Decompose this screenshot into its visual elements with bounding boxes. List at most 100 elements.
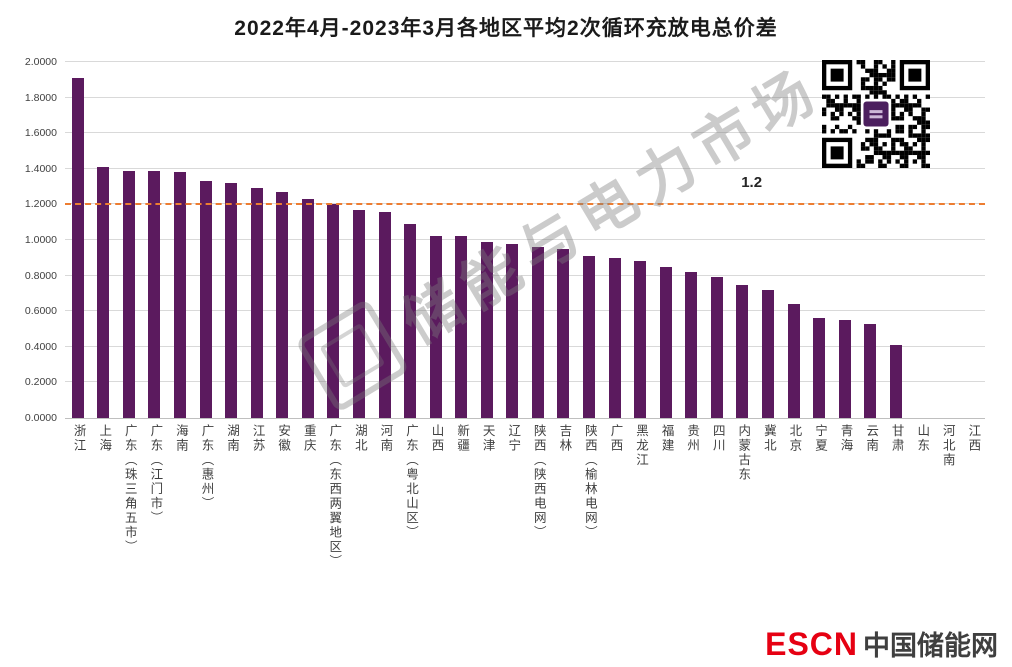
- bar-冀北: [761, 289, 774, 418]
- x-tick-label: 广东（江门市）: [148, 424, 163, 526]
- y-tick-label: 1.6000: [24, 127, 57, 140]
- gridline: [65, 61, 985, 62]
- bar-slot: [142, 62, 168, 418]
- x-tick-slot: 江苏: [244, 424, 270, 453]
- bar-四川: [710, 277, 723, 418]
- site-logo-brand: ESCN: [765, 626, 858, 662]
- x-tick-label: 江西: [966, 424, 981, 453]
- x-tick-slot: 内蒙古东: [730, 424, 756, 482]
- x-tick-slot: 广西: [602, 424, 628, 453]
- y-tick-label: 2.0000: [24, 56, 57, 68]
- x-tick-slot: 陕西（榆林电网）: [576, 424, 602, 540]
- x-tick-label: 广东（惠州）: [199, 424, 214, 511]
- x-tick-slot: 福建: [653, 424, 679, 453]
- bar-贵州: [685, 272, 698, 418]
- bar-slot: [960, 62, 986, 418]
- y-tick-label: 0.0000: [24, 412, 57, 424]
- reference-line-label: 1.2: [741, 174, 763, 192]
- x-tick-slot: 新疆: [448, 424, 474, 453]
- bar-slot: [397, 62, 423, 418]
- bar-天津: [480, 241, 493, 418]
- bar-slot: [704, 62, 730, 418]
- bar-重庆: [301, 199, 314, 418]
- gridline: [65, 345, 985, 347]
- x-tick-slot: 湖南: [218, 424, 244, 453]
- x-tick-slot: 河北南: [934, 424, 960, 468]
- bar-陕西（榆林电网）: [583, 256, 596, 418]
- x-tick-label: 安徽: [276, 424, 291, 453]
- bar-福建: [659, 266, 672, 418]
- bar-slot: [448, 62, 474, 418]
- x-tick-slot: 广东（粤北山区）: [397, 424, 423, 540]
- x-tick-label: 山西: [429, 424, 444, 453]
- x-tick-label: 内蒙古东: [736, 424, 751, 482]
- bar-slot: [857, 62, 883, 418]
- bar-宁夏: [813, 318, 826, 418]
- bar-陕西（陕西电网）: [531, 247, 544, 418]
- bar-广东（惠州）: [199, 181, 212, 418]
- y-tick-label: 1.0000: [24, 234, 57, 246]
- bar-广东（江门市）: [148, 170, 161, 418]
- x-tick-label: 江苏: [250, 424, 265, 453]
- x-tick-slot: 广东（东西两翼地区）: [321, 424, 347, 569]
- x-tick-label: 广东（珠三角五市）: [122, 424, 137, 555]
- x-tick-label: 陕西（榆林电网）: [582, 424, 597, 540]
- bar-slot: [602, 62, 628, 418]
- bar-湖北: [352, 209, 365, 418]
- x-tick-label: 新疆: [455, 424, 470, 453]
- bar-slot: [832, 62, 858, 418]
- gridline: [65, 310, 985, 312]
- bar-河南: [378, 211, 391, 418]
- bar-slot: [193, 62, 219, 418]
- bar-slot: [500, 62, 526, 418]
- bar-slot: [423, 62, 449, 418]
- x-tick-label: 河南: [378, 424, 393, 453]
- bar-云南: [864, 323, 877, 418]
- gridline: [65, 274, 985, 276]
- bar-山西: [429, 236, 442, 418]
- qr-code: [822, 60, 930, 168]
- bar-slot: [167, 62, 193, 418]
- x-tick-label: 青海: [838, 424, 853, 453]
- bar-slot: [346, 62, 372, 418]
- x-tick-slot: 湖北: [346, 424, 372, 453]
- x-tick-slot: 广东（惠州）: [193, 424, 219, 511]
- bar-slot: [218, 62, 244, 418]
- bar-上海: [97, 167, 110, 418]
- x-tick-slot: 黑龙江: [627, 424, 653, 468]
- x-tick-slot: 四川: [704, 424, 730, 453]
- gridline: [65, 239, 985, 240]
- gridline: [65, 132, 985, 134]
- gridline: [65, 96, 985, 98]
- bar-广东（粤北山区）: [404, 223, 417, 418]
- bar-slot: [576, 62, 602, 418]
- x-tick-label: 广西: [608, 424, 623, 453]
- x-tick-label: 重庆: [301, 424, 316, 453]
- y-tick-label: 0.6000: [24, 305, 57, 318]
- x-tick-label: 辽宁: [506, 424, 521, 453]
- x-tick-slot: 陕西（陕西电网）: [525, 424, 551, 540]
- x-axis-labels: 浙江 上海 广东（珠三角五市） 广东（江门市） 海南 广东（惠州） 湖南 江苏 安徽 重庆 广东（东…: [65, 424, 985, 604]
- gridline: [65, 167, 985, 169]
- bar-slot: [321, 62, 347, 418]
- gridline: [65, 381, 985, 383]
- bar-湖南: [225, 183, 238, 418]
- x-tick-label: 上海: [97, 424, 112, 453]
- x-tick-label: 广东（东西两翼地区）: [327, 424, 342, 569]
- bar-青海: [838, 320, 851, 418]
- bar-浙江: [71, 78, 84, 418]
- x-tick-slot: 北京: [781, 424, 807, 453]
- x-tick-slot: 吉林: [551, 424, 577, 453]
- bar-slot: [934, 62, 960, 418]
- bar-广东（珠三角五市）: [122, 170, 135, 418]
- x-tick-slot: 辽宁: [500, 424, 526, 453]
- bar-slot: [653, 62, 679, 418]
- bar-slot: [91, 62, 117, 418]
- x-tick-slot: 海南: [167, 424, 193, 453]
- bar-slot: [295, 62, 321, 418]
- x-tick-slot: 冀北: [755, 424, 781, 453]
- bar-slot: [270, 62, 296, 418]
- x-tick-label: 四川: [710, 424, 725, 453]
- bar-slot: [730, 62, 756, 418]
